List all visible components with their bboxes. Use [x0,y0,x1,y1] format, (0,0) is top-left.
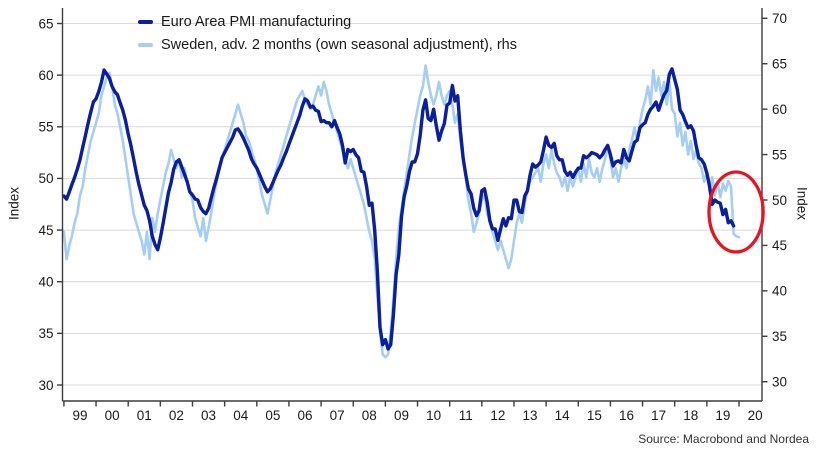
y-tick-label-left: 50 [38,171,53,186]
x-tick-label: 11 [459,408,473,423]
euro-area-line [62,67,736,351]
y-tick-label-left: 30 [38,378,53,393]
x-tick-label: 05 [265,408,280,423]
x-tick-label: 17 [651,408,666,423]
y-tick-label-left: 45 [38,223,53,238]
x-tick-label: 20 [748,408,763,423]
x-tick-label: 03 [201,408,216,423]
right-axis-title: Index [794,186,810,221]
y-tick-label-right: 30 [772,375,787,390]
x-tick-label: 01 [137,408,152,423]
source-note: Source: Macrobond and Nordea [638,432,809,446]
y-tick-label-left: 40 [38,275,53,290]
x-tick-label: 10 [426,408,441,423]
x-tick-label: 06 [297,408,312,423]
legend-swatch-sweden [138,42,153,48]
y-tick-label-right: 45 [772,238,787,253]
x-tick-label: 04 [233,408,249,423]
y-tick-label-right: 40 [772,284,787,299]
chart-legend: Euro Area PMI manufacturing Sweden, adv.… [138,12,517,55]
y-tick-label-left: 55 [38,120,53,135]
highlight-ellipse [707,170,765,254]
y-tick-label-right: 50 [772,193,787,208]
x-tick-label: 14 [555,408,571,423]
legend-item-euro-area: Euro Area PMI manufacturing [138,12,517,32]
left-axis-title: Index [6,186,22,221]
y-tick-label-right: 60 [772,102,787,117]
x-tick-label: 00 [105,408,120,423]
x-tick-label: 15 [587,408,602,423]
legend-label-sweden: Sweden, adv. 2 months (own seasonal adju… [161,37,517,53]
legend-item-sweden: Sweden, adv. 2 months (own seasonal adju… [138,35,517,55]
y-tick-label-right: 65 [772,57,787,72]
x-tick-label: 12 [490,408,505,423]
y-tick-label-right: 55 [772,147,787,162]
x-tick-label: 99 [72,408,87,423]
x-tick-label: 08 [362,408,377,423]
y-tick-label-right: 35 [772,329,787,344]
x-tick-label: 13 [523,408,538,423]
x-tick-label: 19 [715,408,730,423]
y-tick-label-left: 60 [38,68,53,83]
legend-swatch-euro-area [138,19,153,25]
x-tick-label: 02 [169,408,184,423]
x-tick-label: 09 [394,408,409,423]
x-tick-label: 18 [683,408,698,423]
y-tick-label-left: 35 [38,326,53,341]
legend-label-euro-area: Euro Area PMI manufacturing [161,14,352,30]
y-tick-label-right: 70 [772,11,787,26]
y-tick-label-left: 65 [38,16,53,31]
x-tick-label: 16 [619,408,634,423]
x-tick-label: 07 [330,408,345,423]
